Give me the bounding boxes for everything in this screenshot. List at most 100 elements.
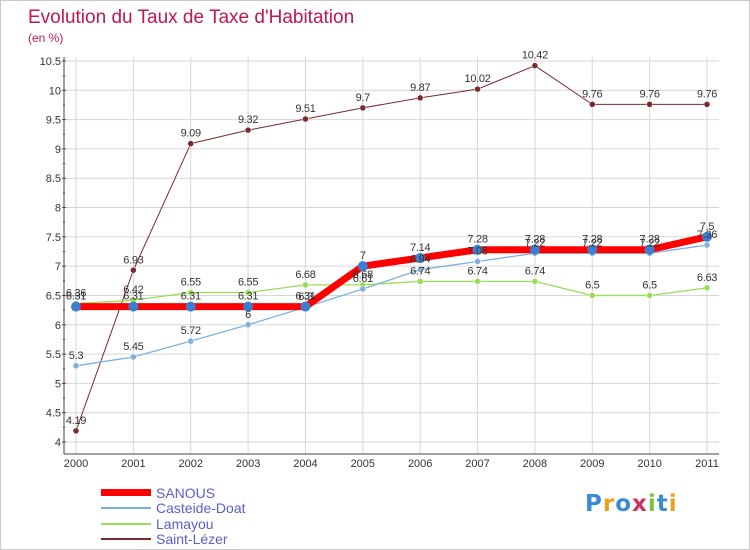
data-point-saint-lezer bbox=[703, 101, 711, 108]
data-label-saint-lezer: 10.02 bbox=[465, 73, 491, 85]
data-point-casteide-doat bbox=[416, 266, 424, 273]
data-label-sanous: 7.28 bbox=[525, 234, 545, 246]
y-tick-label: 5.5 bbox=[46, 349, 61, 361]
data-point-saint-lezer bbox=[244, 126, 252, 134]
series-line-casteide-doat bbox=[75, 244, 708, 367]
y-tick-label: 6.5 bbox=[46, 290, 61, 302]
series-line-sanous bbox=[72, 233, 711, 311]
data-label-sanous: 7.14 bbox=[410, 242, 430, 254]
data-label-sanous: 6.31 bbox=[66, 291, 86, 303]
data-label-lamayou: 6.68 bbox=[295, 269, 315, 281]
chart-title: Evolution du Taux de Taxe d'Habitation bbox=[28, 7, 355, 28]
data-label-sanous: 7.28 bbox=[582, 234, 602, 246]
logo-letter: x bbox=[632, 491, 648, 517]
data-label-lamayou: 6.74 bbox=[467, 265, 487, 277]
data-point-saint-lezer bbox=[130, 267, 137, 274]
data-label-saint-lezer: 6.93 bbox=[123, 254, 143, 266]
data-label-saint-lezer: 9.51 bbox=[295, 103, 315, 115]
data-label-lamayou: 6.55 bbox=[238, 277, 258, 289]
data-point-saint-lezer bbox=[72, 427, 80, 435]
data-label-sanous: 6.31 bbox=[295, 291, 315, 303]
x-tick-label: 2010 bbox=[637, 458, 661, 470]
data-point-saint-lezer bbox=[187, 140, 194, 147]
data-label-saint-lezer: 4.19 bbox=[66, 415, 86, 427]
x-tick-label: 2011 bbox=[695, 458, 719, 470]
data-point-casteide-doat bbox=[703, 241, 711, 249]
data-point-lamayou bbox=[646, 292, 653, 299]
data-label-lamayou: 6.36 bbox=[66, 288, 86, 300]
x-tick-label: 2006 bbox=[408, 458, 432, 470]
logo-letter: t bbox=[656, 491, 669, 517]
data-point-casteide-doat bbox=[130, 353, 137, 361]
data-point-saint-lezer bbox=[531, 62, 539, 69]
x-tick-label: 2007 bbox=[465, 458, 489, 470]
data-label-casteide-doat: 7.08 bbox=[467, 245, 487, 257]
data-point-lamayou bbox=[244, 289, 252, 296]
logo-letter: i bbox=[647, 491, 657, 517]
y-tick-label: 10.5 bbox=[40, 56, 61, 68]
data-point-sanous bbox=[587, 244, 598, 255]
logo-letter: r bbox=[602, 491, 616, 517]
x-tick-label: 2001 bbox=[121, 458, 145, 470]
data-label-casteide-doat: 7.36 bbox=[697, 229, 717, 241]
data-label-lamayou: 6.5 bbox=[642, 279, 657, 291]
legend-swatch-saint-lezer bbox=[101, 538, 151, 541]
proxiti-logo: Proxiti bbox=[585, 491, 678, 517]
data-point-casteide-doat bbox=[244, 321, 252, 329]
x-tick-label: 2000 bbox=[64, 458, 88, 470]
data-label-lamayou: 6.74 bbox=[525, 265, 545, 277]
data-point-casteide-doat bbox=[359, 285, 367, 293]
legend-label-sanous: SANOUS bbox=[156, 484, 216, 501]
data-label-casteide-doat: 7.22 bbox=[640, 237, 660, 249]
y-tick-label: 4.5 bbox=[46, 408, 61, 420]
data-label-casteide-doat: 6 bbox=[245, 309, 251, 321]
data-point-sanous bbox=[128, 301, 139, 312]
y-tick-label: 9.5 bbox=[46, 115, 61, 127]
x-tick-label: 2002 bbox=[178, 458, 202, 470]
data-point-lamayou bbox=[474, 278, 481, 285]
data-label-saint-lezer: 9.76 bbox=[582, 88, 602, 100]
data-label-lamayou: 6.63 bbox=[697, 272, 717, 284]
data-label-sanous: 7 bbox=[360, 250, 366, 262]
y-tick-label: 10 bbox=[49, 85, 61, 97]
data-point-saint-lezer bbox=[302, 115, 309, 123]
legend-swatch-casteide-doat bbox=[101, 507, 151, 510]
x-tick-label: 2009 bbox=[580, 458, 604, 470]
data-label-casteide-doat: 7.22 bbox=[525, 237, 545, 249]
data-label-sanous: 7.28 bbox=[467, 234, 487, 246]
data-point-saint-lezer bbox=[646, 101, 653, 108]
data-label-casteide-doat: 5.3 bbox=[69, 350, 84, 362]
data-point-casteide-doat bbox=[474, 258, 481, 265]
legend-item-sanous: SANOUS bbox=[101, 485, 246, 501]
y-tick-label: 6 bbox=[55, 320, 61, 332]
data-label-casteide-doat: 6.61 bbox=[353, 273, 373, 285]
data-point-casteide-doat bbox=[72, 362, 80, 370]
data-label-saint-lezer: 10.42 bbox=[522, 50, 548, 62]
y-tick-label: 8 bbox=[55, 203, 61, 215]
data-label-lamayou: 6.55 bbox=[181, 277, 201, 289]
legend-item-lamayou: Lamayou bbox=[101, 516, 246, 532]
legend-label-saint-lezer: Saint-Lézer bbox=[156, 531, 228, 548]
data-label-casteide-doat: 5.72 bbox=[181, 325, 201, 337]
logo-letter: o bbox=[615, 491, 633, 517]
legend-item-saint-lezer: Saint-Lézer bbox=[101, 531, 246, 548]
data-label-saint-lezer: 9.76 bbox=[697, 88, 717, 100]
y-tick-label: 7.5 bbox=[46, 232, 61, 244]
series-line-saint-lezer bbox=[75, 65, 708, 432]
x-tick-label: 2008 bbox=[523, 458, 547, 470]
data-label-saint-lezer: 9.09 bbox=[181, 128, 201, 140]
data-point-casteide-doat bbox=[187, 337, 194, 345]
data-point-saint-lezer bbox=[416, 94, 424, 102]
data-point-sanous bbox=[357, 261, 368, 272]
legend-item-casteide-doat: Casteide-Doat bbox=[101, 500, 246, 516]
data-label-lamayou: 6.5 bbox=[585, 279, 600, 291]
logo-letter: P bbox=[585, 491, 603, 517]
data-label-saint-lezer: 9.76 bbox=[640, 88, 660, 100]
legend-swatch-sanous bbox=[101, 489, 151, 497]
data-point-sanous bbox=[472, 244, 483, 255]
y-tick-label: 5 bbox=[55, 378, 61, 390]
data-point-sanous bbox=[243, 301, 254, 312]
data-label-sanous: 7.28 bbox=[640, 234, 660, 246]
data-point-lamayou bbox=[302, 281, 309, 289]
